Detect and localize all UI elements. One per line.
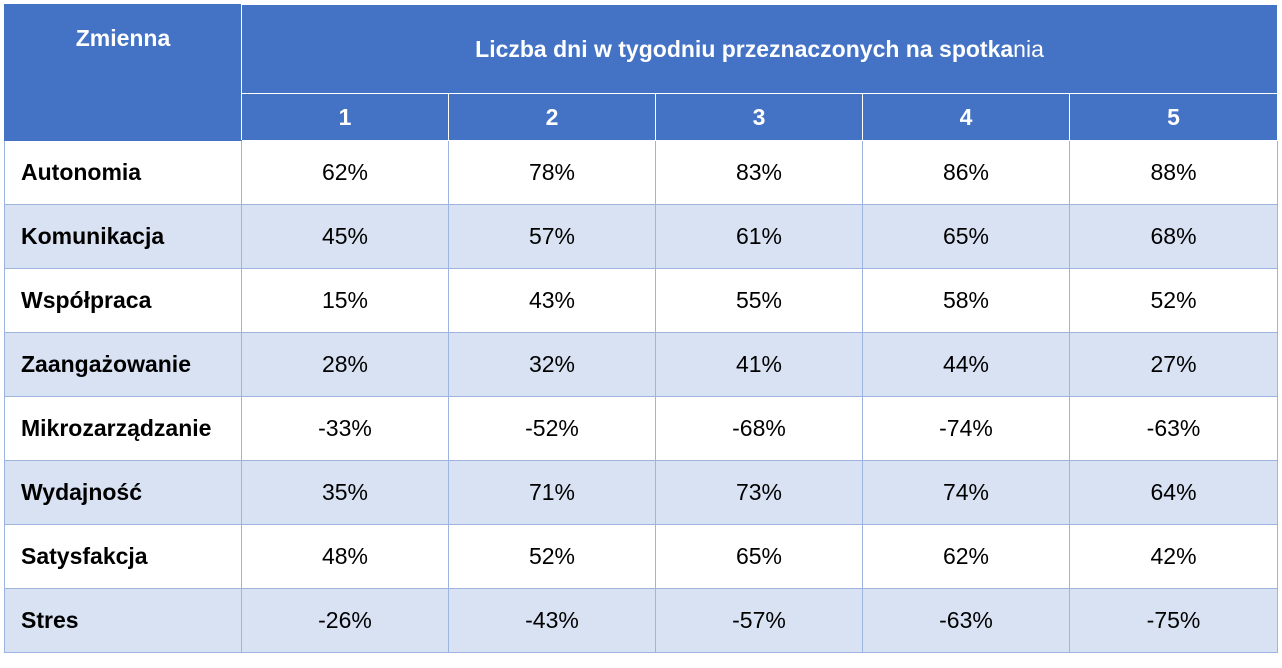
table-cell: 52% [1068,268,1279,333]
table-cell: 57% [448,204,656,269]
row-label: Zaangażowanie [4,332,242,397]
table-cell: 65% [862,204,1070,269]
table-cell: -26% [241,588,449,653]
table-cell: -52% [448,396,656,461]
table-row: Satysfakcja 48% 52% 65% 62% 42% [4,524,1279,589]
table-cell: -63% [862,588,1070,653]
table-cell: -75% [1068,588,1279,653]
table-cell: 43% [448,268,656,333]
variable-header: Zmienna [4,4,242,141]
table-cell: 15% [241,268,449,333]
group-header-title-tail: nia [1013,35,1044,62]
table-cell: 74% [862,460,1070,525]
meeting-days-table: Zmienna Liczba dni w tygodniu przeznaczo… [4,4,1279,653]
table-cell: 28% [241,332,449,397]
table-cell: 86% [862,140,1070,205]
table-cell: 88% [1068,140,1279,205]
row-label: Autonomia [4,140,242,205]
row-label: Współpraca [4,268,242,333]
row-label: Mikrozarządzanie [4,396,242,461]
table-cell: 35% [241,460,449,525]
group-header-title: Liczba dni w tygodniu przeznaczonych na … [475,35,1014,62]
table-cell: 42% [1068,524,1279,589]
table-row: Mikrozarządzanie -33% -52% -68% -74% -63… [4,396,1279,461]
table-cell: 52% [448,524,656,589]
table-cell: 64% [1068,460,1279,525]
table-cell: 48% [241,524,449,589]
table-cell: -33% [241,396,449,461]
table-row: Wydajność 35% 71% 73% 74% 64% [4,460,1279,525]
row-label: Komunikacja [4,204,242,269]
row-label: Stres [4,588,242,653]
table-row: Autonomia 62% 78% 83% 86% 88% [4,140,1279,205]
table-cell: 62% [862,524,1070,589]
table-cell: 62% [241,140,449,205]
table-cell: -68% [655,396,863,461]
table-cell: 41% [655,332,863,397]
table-cell: 32% [448,332,656,397]
table-cell: 68% [1068,204,1279,269]
variable-header-label: Zmienna [75,25,171,51]
table-cell: -57% [655,588,863,653]
table-cell: 71% [448,460,656,525]
column-header-1: 1 [241,93,449,141]
table-cell: 27% [1068,332,1279,397]
row-label: Wydajność [4,460,242,525]
table-cell: -74% [862,396,1070,461]
header-row-top: Zmienna Liczba dni w tygodniu przeznaczo… [4,4,1279,141]
column-header-3: 3 [655,93,863,141]
column-header-2: 2 [448,93,656,141]
table-cell: 65% [655,524,863,589]
table-cell: 83% [655,140,863,205]
group-header: Liczba dni w tygodniu przeznaczonych na … [240,4,1279,94]
table-cell: -43% [448,588,656,653]
row-label: Satysfakcja [4,524,242,589]
table-cell: 61% [655,204,863,269]
table-row: Zaangażowanie 28% 32% 41% 44% 27% [4,332,1279,397]
table-cell: -63% [1068,396,1279,461]
table-row: Współpraca 15% 43% 55% 58% 52% [4,268,1279,333]
column-header-5: 5 [1068,93,1279,141]
table-cell: 58% [862,268,1070,333]
table-row: Komunikacja 45% 57% 61% 65% 68% [4,204,1279,269]
column-header-4: 4 [862,93,1070,141]
table-cell: 55% [655,268,863,333]
table-cell: 78% [448,140,656,205]
table-cell: 73% [655,460,863,525]
table-cell: 45% [241,204,449,269]
table-row: Stres -26% -43% -57% -63% -75% [4,588,1279,653]
table-cell: 44% [862,332,1070,397]
header-row-columns: 1 2 3 4 5 [5,93,1279,141]
